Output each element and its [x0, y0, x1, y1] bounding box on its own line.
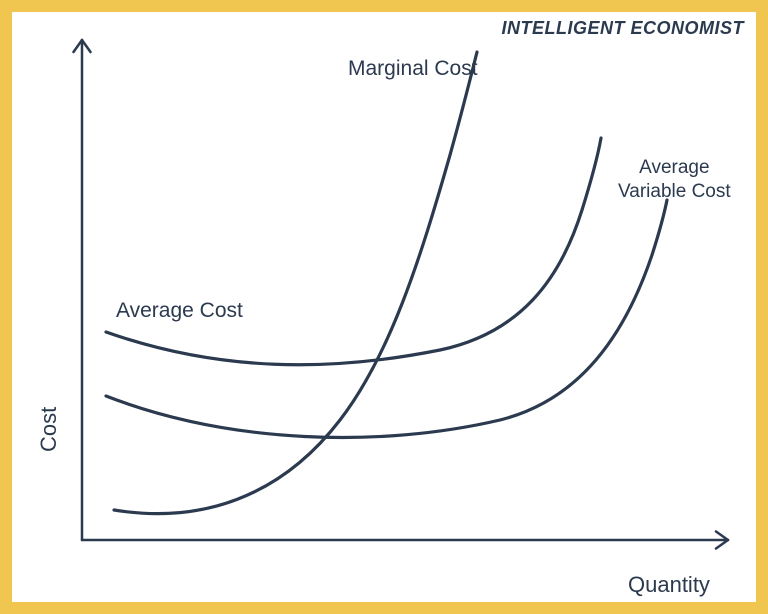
- marginal-cost-label: Marginal Cost: [348, 56, 478, 82]
- average-variable-cost-label: Average Variable Cost: [618, 156, 731, 204]
- chart-frame: INTELLIGENT ECONOMIST Cost Quantity Marg…: [0, 0, 768, 614]
- average-cost-label: Average Cost: [116, 298, 243, 324]
- x-axis-label: Quantity: [628, 572, 710, 598]
- y-axis-label: Cost: [36, 407, 62, 452]
- brand-label: INTELLIGENT ECONOMIST: [502, 18, 745, 39]
